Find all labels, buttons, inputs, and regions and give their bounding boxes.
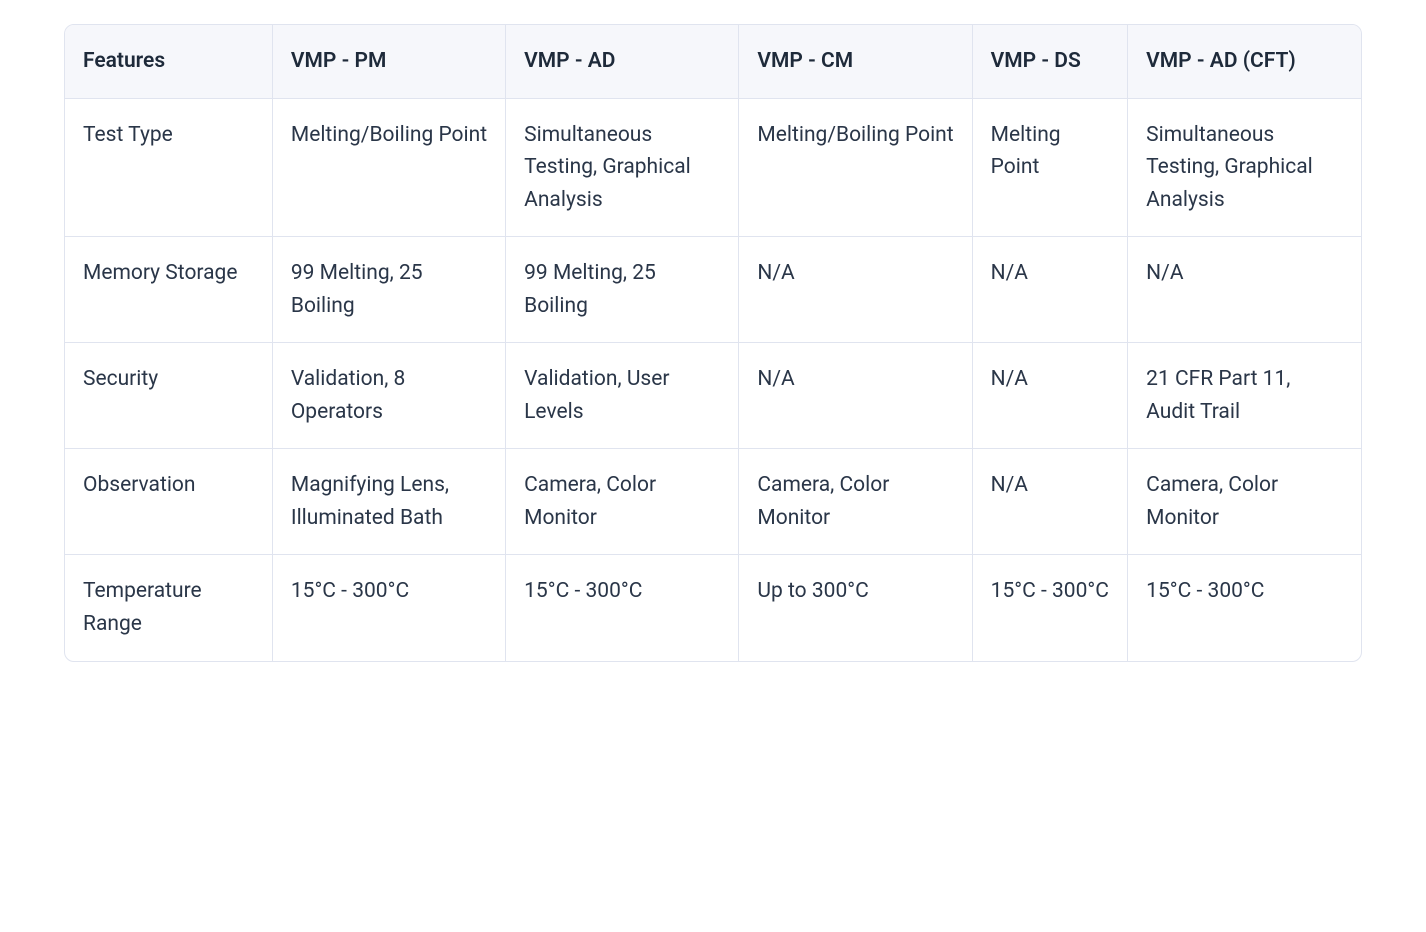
table-row: Memory Storage 99 Melting, 25 Boiling 99… [65,237,1361,343]
cell-value: Melting Point [972,98,1128,237]
feature-label: Temperature Range [65,555,272,661]
feature-label: Memory Storage [65,237,272,343]
cell-value: Melting/Boiling Point [739,98,972,237]
header-features: Features [65,25,272,98]
cell-value: N/A [739,237,972,343]
cell-value: 99 Melting, 25 Boiling [272,237,505,343]
header-vmp-ad-cft: VMP - AD (CFT) [1128,25,1361,98]
cell-value: 15°C - 300°C [272,555,505,661]
cell-value: 15°C - 300°C [506,555,739,661]
cell-value: 21 CFR Part 11, Audit Trail [1128,343,1361,449]
feature-label: Test Type [65,98,272,237]
feature-label: Security [65,343,272,449]
feature-label: Observation [65,449,272,555]
comparison-table: Features VMP - PM VMP - AD VMP - CM VMP … [65,25,1361,661]
cell-value: 99 Melting, 25 Boiling [506,237,739,343]
cell-value: Melting/Boiling Point [272,98,505,237]
cell-value: Simultaneous Testing, Graphical Analysis [506,98,739,237]
header-vmp-ad: VMP - AD [506,25,739,98]
table-row: Security Validation, 8 Operators Validat… [65,343,1361,449]
cell-value: Validation, 8 Operators [272,343,505,449]
table-header-row: Features VMP - PM VMP - AD VMP - CM VMP … [65,25,1361,98]
cell-value: Magnifying Lens, Illuminated Bath [272,449,505,555]
header-vmp-cm: VMP - CM [739,25,972,98]
table-row: Observation Magnifying Lens, Illuminated… [65,449,1361,555]
cell-value: Camera, Color Monitor [506,449,739,555]
cell-value: Validation, User Levels [506,343,739,449]
header-vmp-pm: VMP - PM [272,25,505,98]
cell-value: N/A [972,449,1128,555]
cell-value: N/A [1128,237,1361,343]
cell-value: Up to 300°C [739,555,972,661]
cell-value: N/A [972,343,1128,449]
cell-value: N/A [972,237,1128,343]
cell-value: Simultaneous Testing, Graphical Analysis [1128,98,1361,237]
comparison-table-container: Features VMP - PM VMP - AD VMP - CM VMP … [64,24,1362,662]
cell-value: Camera, Color Monitor [739,449,972,555]
table-row: Temperature Range 15°C - 300°C 15°C - 30… [65,555,1361,661]
cell-value: 15°C - 300°C [1128,555,1361,661]
cell-value: 15°C - 300°C [972,555,1128,661]
header-vmp-ds: VMP - DS [972,25,1128,98]
table-row: Test Type Melting/Boiling Point Simultan… [65,98,1361,237]
cell-value: N/A [739,343,972,449]
cell-value: Camera, Color Monitor [1128,449,1361,555]
